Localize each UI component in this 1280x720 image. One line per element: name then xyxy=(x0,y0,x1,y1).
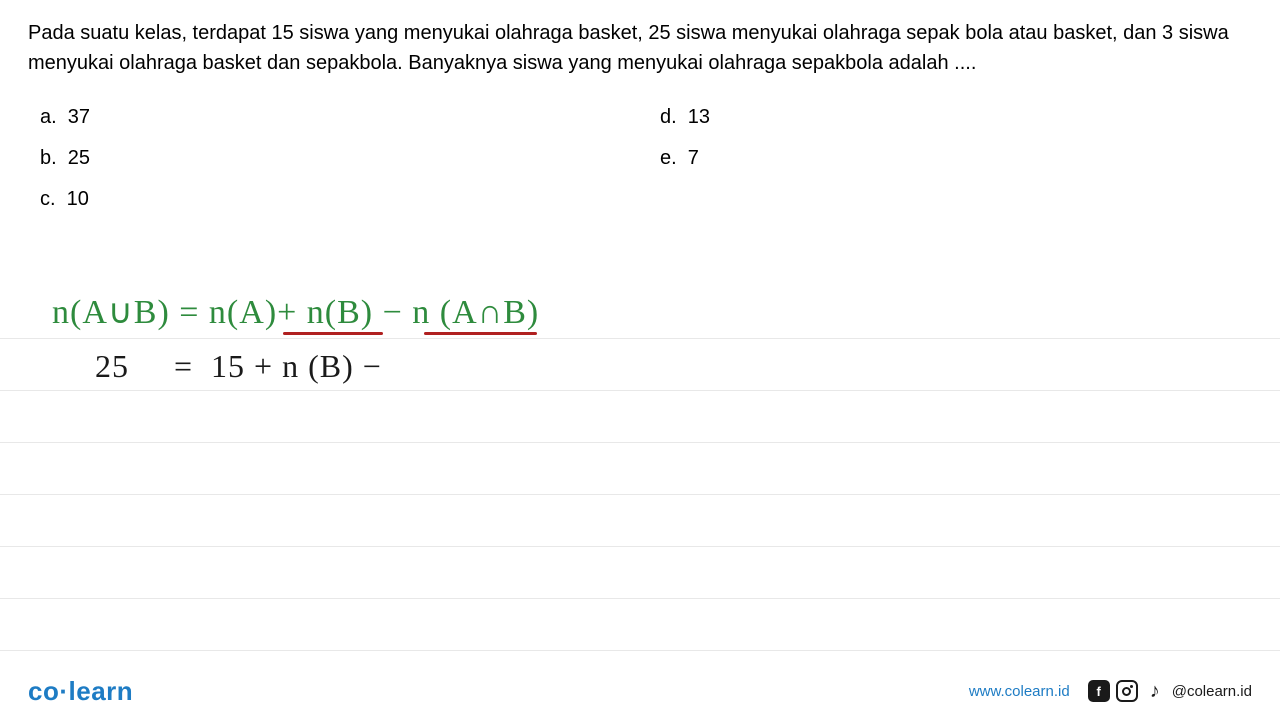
red-underline-1 xyxy=(283,332,383,335)
footer: co·learn www.colearn.id f ♪ @colearn.id xyxy=(0,662,1280,720)
ruled-line xyxy=(0,650,1280,651)
content-area: Pada suatu kelas, terdapat 15 siswa yang… xyxy=(0,0,1280,211)
handwriting-line-2: 25 = 15 + n (B) − xyxy=(95,348,382,385)
ruled-line xyxy=(0,442,1280,443)
option-b-value: 25 xyxy=(68,147,90,169)
option-a: a. 37 xyxy=(40,106,660,129)
ruled-line xyxy=(0,338,1280,339)
ruled-line xyxy=(0,390,1280,391)
social-icons: f ♪ @colearn.id xyxy=(1088,680,1252,702)
option-d-value: 13 xyxy=(688,106,710,128)
footer-url: www.colearn.id xyxy=(969,683,1070,700)
option-b: b. 25 xyxy=(40,147,660,170)
ruled-line xyxy=(0,598,1280,599)
options-grid: a. 37 d. 13 b. 25 e. 7 c. 10 xyxy=(28,106,1252,211)
logo-co: co xyxy=(28,676,59,706)
footer-right: www.colearn.id f ♪ @colearn.id xyxy=(969,680,1252,702)
option-e-value: 7 xyxy=(688,147,699,169)
social-handle: @colearn.id xyxy=(1172,683,1252,700)
instagram-icon xyxy=(1116,680,1138,702)
facebook-icon: f xyxy=(1088,680,1110,702)
option-d: d. 13 xyxy=(660,106,1252,129)
logo-learn: learn xyxy=(69,676,134,706)
ruled-line xyxy=(0,494,1280,495)
option-a-value: 37 xyxy=(68,106,90,128)
tiktok-icon: ♪ xyxy=(1144,680,1166,702)
option-c-value: 10 xyxy=(67,188,89,210)
logo-dot: · xyxy=(59,676,68,706)
handwriting-line-1: n(A∪B) = n(A)+ n(B) − n (A∩B) xyxy=(52,292,539,332)
logo: co·learn xyxy=(28,676,133,707)
question-text: Pada suatu kelas, terdapat 15 siswa yang… xyxy=(28,18,1252,78)
red-underline-2 xyxy=(424,332,537,335)
ruled-line xyxy=(0,546,1280,547)
option-e: e. 7 xyxy=(660,147,1252,170)
option-c: c. 10 xyxy=(40,188,660,211)
